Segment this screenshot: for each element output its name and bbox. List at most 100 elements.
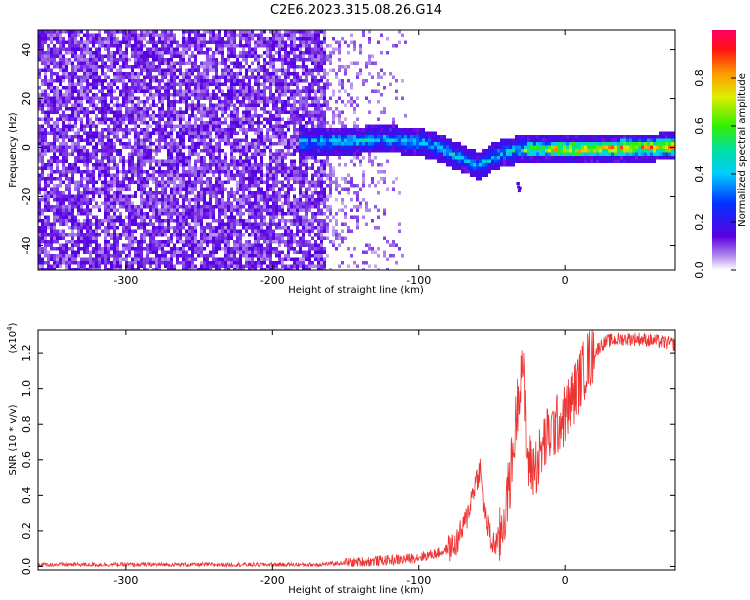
heatmap-cell [269,156,272,160]
heatmap-cell [80,135,83,139]
heatmap-cell [38,173,41,177]
heatmap-cell [47,61,50,65]
heatmap-cell [290,114,293,118]
heatmap-cell [293,205,296,209]
heatmap-cell [50,236,53,240]
heatmap-cell [302,79,305,83]
heatmap-cell [71,65,74,69]
heatmap-cell [305,229,308,233]
heatmap-cell [254,138,257,142]
heatmap-cell [290,89,293,93]
heatmap-cell [92,149,95,153]
heatmap-cell [173,110,176,114]
heatmap-cell [302,156,305,160]
heatmap-cell [263,250,266,254]
heatmap-cell [290,138,293,142]
heatmap-cell [302,128,305,132]
heatmap-cell [197,142,200,146]
heatmap-cell [74,226,77,230]
heatmap-cell [179,149,182,153]
heatmap-cell [74,82,77,86]
heatmap-cell [167,93,170,97]
heatmap-cell [206,170,209,174]
heatmap-cell [203,170,206,174]
heatmap-cell [116,44,119,48]
heatmap-cell [71,117,74,121]
heatmap-cell [272,194,275,198]
heatmap-cell [230,131,233,135]
heatmap-cell [203,86,206,90]
heatmap-cell [182,201,185,205]
heatmap-cell [233,138,236,142]
heatmap-cell [185,110,188,114]
heatmap-cell [65,166,68,170]
heatmap-cell [104,198,107,202]
heatmap-cell [47,233,50,237]
heatmap-cell [140,40,143,44]
heatmap-cell [224,82,227,86]
heatmap-cell [53,219,56,223]
heatmap-cell [176,250,179,254]
heatmap-cell [272,247,275,251]
heatmap-cell [197,177,200,181]
heatmap-cell [92,121,95,125]
heatmap-cell [260,268,263,270]
heatmap-cell [188,72,191,76]
heatmap-cell [173,191,176,195]
heatmap-cell [299,201,302,205]
heatmap-cell [122,121,125,125]
heatmap-cell [89,236,92,240]
heatmap-cell [260,257,263,261]
heatmap-cell [194,173,197,177]
heatmap-cell [251,124,254,128]
heatmap-cell [113,184,116,188]
heatmap-cell [266,100,269,104]
heatmap-cell [89,61,92,65]
heatmap-cell [137,61,140,65]
heatmap-cell [236,191,239,195]
heatmap-cell [278,54,281,58]
heatmap-cell [221,166,224,170]
heatmap-cell [248,254,251,258]
heatmap-cell [242,65,245,69]
heatmap-cell [65,152,68,156]
heatmap-cell [179,177,182,181]
heatmap-cell [272,173,275,177]
heatmap-cell [116,86,119,90]
heatmap-cell [179,135,182,139]
heatmap-cell [65,243,68,247]
heatmap-cell [269,44,272,48]
heatmap-cell [284,201,287,205]
heatmap-cell [95,124,98,128]
heatmap-cell [44,184,47,188]
heatmap-cell [239,93,242,97]
heatmap-cell [185,163,188,167]
heatmap-cell [227,205,230,209]
heatmap-cell [38,107,41,111]
heatmap-cell [248,37,251,41]
heatmap-cell [191,229,194,233]
heatmap-cell [191,243,194,247]
heatmap-cell [179,61,182,65]
heatmap-cell [83,152,86,156]
heatmap-cell [164,61,167,65]
heatmap-cell [53,65,56,69]
heatmap-cell [161,128,164,132]
heatmap-cell [68,51,71,55]
heatmap-cell [299,198,302,202]
heatmap-cell [38,177,41,181]
heatmap-cell [287,100,290,104]
heatmap-cell [263,163,266,167]
heatmap-cell [167,156,170,160]
heatmap-cell [278,110,281,114]
heatmap-cell [251,37,254,41]
heatmap-cell [143,107,146,111]
heatmap-cell [230,229,233,233]
heatmap-cell [107,215,110,219]
heatmap-cell [290,30,293,34]
heatmap-cell [275,107,278,111]
heatmap-cell [110,89,113,93]
heatmap-cell [272,191,275,195]
heatmap-cell [182,142,185,146]
heatmap-cell [212,33,215,37]
